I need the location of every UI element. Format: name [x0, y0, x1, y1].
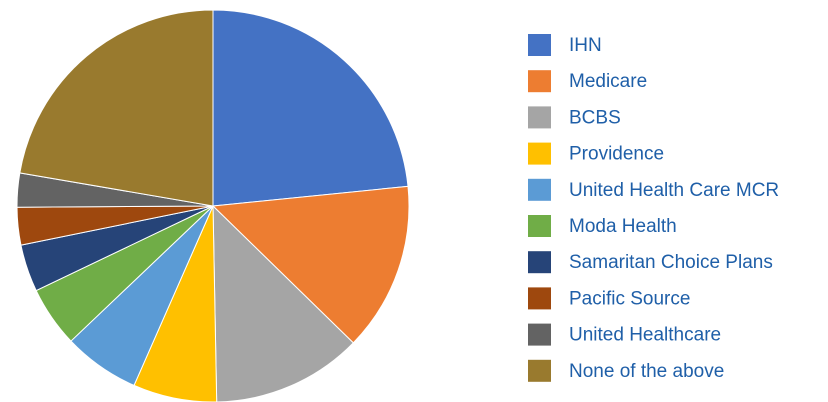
pie-slice	[19, 9, 214, 207]
legend-swatch	[528, 287, 551, 310]
legend-label: IHN	[569, 35, 602, 56]
legend-swatch	[528, 359, 551, 382]
legend-label: Providence	[569, 144, 664, 165]
pie-slice	[212, 204, 355, 402]
legend-swatch	[528, 251, 551, 274]
legend-label: United Health Care MCR	[569, 180, 779, 201]
legend-swatch	[528, 142, 551, 165]
legend-swatch	[528, 70, 551, 93]
pie-slice	[211, 185, 410, 344]
legend-label: United Healthcare	[569, 325, 721, 346]
pie-slice	[212, 9, 409, 207]
legend-label: None of the above	[569, 361, 724, 382]
legend-label: BCBS	[569, 107, 621, 128]
legend-swatch	[528, 106, 551, 129]
legend-swatch	[528, 178, 551, 201]
legend-label: Moda Health	[569, 216, 677, 237]
legend-swatch	[528, 215, 551, 237]
legend-swatch	[528, 34, 551, 56]
legend-label: Pacific Source	[569, 288, 690, 309]
legend-label: Samaritan Choice Plans	[569, 252, 773, 273]
legend-swatch	[528, 323, 551, 346]
legend-label: Medicare	[569, 71, 647, 92]
